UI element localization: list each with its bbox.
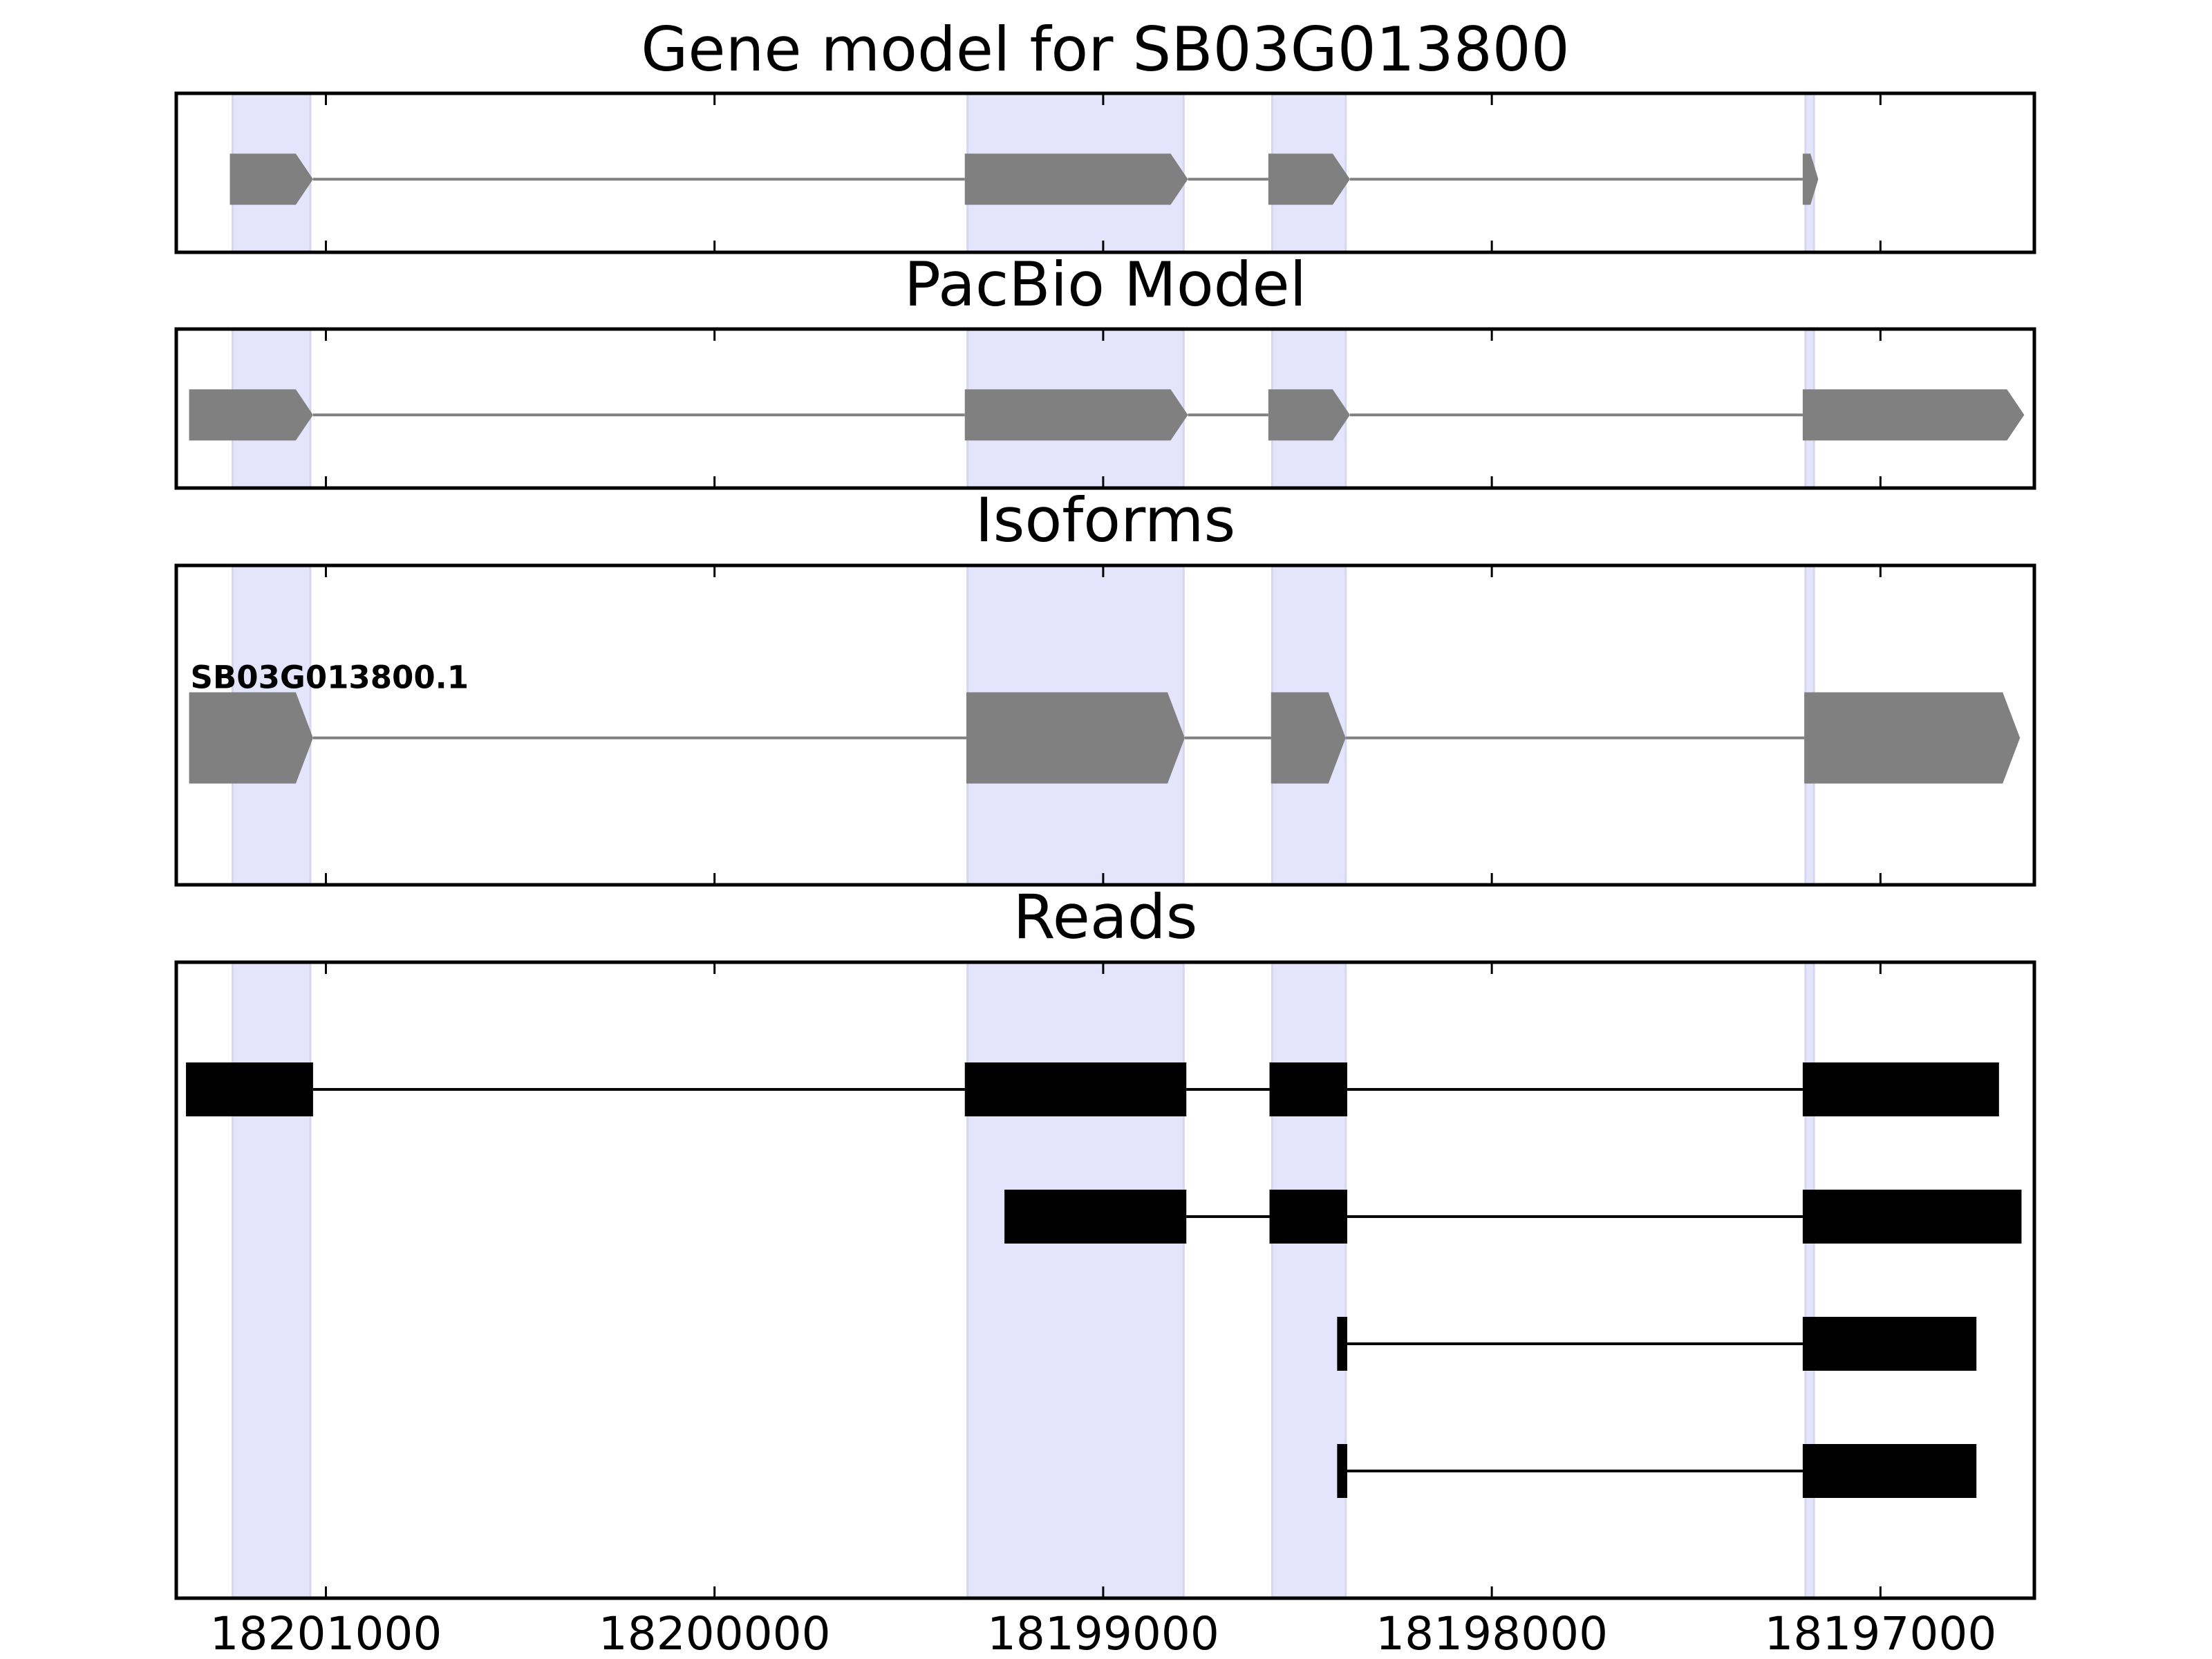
- read-block: [1337, 1444, 1347, 1498]
- read-block: [1802, 1444, 1977, 1498]
- read-block: [1802, 1190, 2022, 1244]
- exon: [1802, 153, 1819, 205]
- exon: [1268, 153, 1350, 205]
- read-block: [1337, 1317, 1347, 1371]
- exon: [229, 153, 313, 205]
- exon: [1268, 389, 1350, 441]
- read-block: [1269, 1062, 1347, 1116]
- panel-frame: [174, 91, 2036, 254]
- read-block: [186, 1062, 313, 1116]
- read-block: [1802, 1317, 1977, 1371]
- panel-title: Gene model for SB03G013800: [641, 14, 1570, 85]
- exon-highlight: [232, 961, 312, 1600]
- exon: [964, 153, 1188, 205]
- panel-frame: [174, 327, 2036, 490]
- panel-title: Isoforms: [975, 485, 1236, 556]
- panel-frame: [174, 563, 2036, 887]
- x-tick-label: 18199000: [987, 1607, 1219, 1659]
- exon: [966, 692, 1185, 784]
- exon-highlight: [1804, 961, 1815, 1600]
- x-tick-label: 18201000: [209, 1607, 442, 1659]
- read-block: [964, 1062, 1187, 1116]
- exon: [1271, 692, 1346, 784]
- exon: [1804, 692, 2021, 784]
- panel-title: PacBio Model: [904, 249, 1306, 320]
- read-block: [1802, 1062, 1999, 1116]
- exon: [189, 389, 313, 441]
- panel-title: Reads: [1013, 881, 1198, 953]
- exon: [964, 389, 1188, 441]
- read-block: [1269, 1190, 1347, 1244]
- exon-highlight: [966, 961, 1185, 1600]
- read-block: [1004, 1190, 1187, 1244]
- x-tick-label: 18200000: [599, 1607, 831, 1659]
- panel-frame: [174, 960, 2036, 1600]
- exon: [1802, 389, 2025, 441]
- exon-highlight: [1271, 961, 1347, 1600]
- x-tick-label: 18198000: [1376, 1607, 1608, 1659]
- x-tick-label: 18197000: [1764, 1607, 1996, 1659]
- exon: [189, 692, 313, 784]
- isoform-label: SB03G013800.1: [191, 659, 469, 695]
